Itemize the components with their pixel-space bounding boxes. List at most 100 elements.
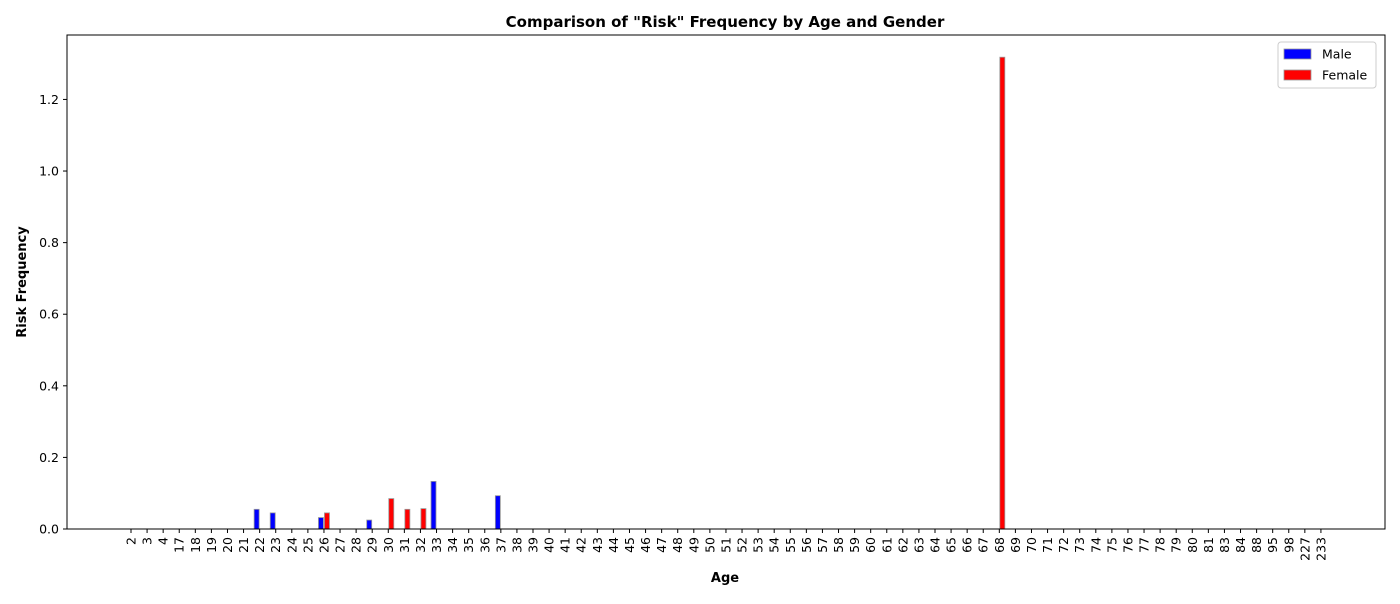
- x-tick-label: 62: [895, 537, 910, 553]
- x-tick-label: 27: [333, 537, 348, 553]
- x-tick-label: 37: [493, 537, 508, 553]
- x-tick-label: 36: [477, 537, 492, 553]
- x-tick-label: 22: [252, 537, 267, 553]
- x-tick-label: 53: [751, 537, 766, 553]
- x-tick-label: 233: [1313, 537, 1328, 561]
- legend-label-male: Male: [1322, 47, 1352, 62]
- x-tick-label: 18: [188, 537, 203, 553]
- x-tick-label: 23: [268, 537, 283, 553]
- x-tick-label: 73: [1072, 537, 1087, 553]
- x-tick-label: 84: [1233, 537, 1248, 553]
- x-tick-label: 65: [944, 537, 959, 553]
- x-tick-label: 19: [204, 537, 219, 553]
- x-tick-label: 76: [1120, 537, 1135, 553]
- bar-female-32: [420, 508, 427, 530]
- y-tick-label: 1.0: [39, 164, 59, 179]
- x-tick-label: 58: [831, 537, 846, 553]
- x-tick-label: 80: [1185, 537, 1200, 553]
- x-tick-label: 68: [992, 537, 1007, 553]
- legend-label-female: Female: [1322, 68, 1368, 83]
- x-tick-label: 4: [156, 537, 171, 545]
- x-tick-label: 26: [316, 537, 331, 553]
- x-tick-label: 25: [300, 537, 315, 553]
- bar-male-37: [494, 495, 501, 530]
- x-tick-label: 52: [735, 537, 750, 553]
- y-tick-label: 0.6: [39, 307, 59, 322]
- x-tick-label: 83: [1217, 537, 1232, 553]
- y-axis: 0.0 0.2 0.4 0.6 0.8 1.0 1.2: [39, 92, 67, 537]
- x-tick-label: 32: [413, 537, 428, 553]
- bar-female-26: [324, 512, 330, 530]
- x-tick-label: 38: [509, 537, 524, 553]
- x-tick-label: 75: [1104, 537, 1119, 553]
- x-tick-label: 56: [799, 537, 814, 553]
- x-tick-label: 51: [718, 537, 733, 553]
- x-tick-label: 67: [976, 537, 991, 553]
- bar-male-29: [366, 519, 373, 530]
- y-axis-label: Risk Frequency: [15, 226, 30, 338]
- x-tick-label: 17: [172, 537, 187, 553]
- bar-male-22: [253, 508, 260, 530]
- legend-swatch-male: [1283, 48, 1312, 60]
- x-tick-label: 98: [1281, 537, 1296, 553]
- y-tick-label: 1.2: [39, 92, 59, 107]
- x-tick-label: 3: [140, 537, 155, 545]
- x-tick-label: 35: [461, 537, 476, 553]
- x-tick-label: 46: [638, 537, 653, 553]
- plot-frame: [66, 34, 1386, 530]
- x-tick-label: 45: [622, 537, 637, 553]
- bars-layer: [253, 56, 1006, 530]
- x-tick-label: 72: [1056, 537, 1071, 553]
- x-tick-label: 69: [1008, 537, 1023, 553]
- x-tick-label: 24: [284, 537, 299, 553]
- y-tick-label: 0.0: [39, 522, 59, 537]
- x-tick-label: 54: [767, 537, 782, 553]
- x-tick-label: 81: [1201, 537, 1216, 553]
- y-tick-label: 0.2: [39, 450, 59, 465]
- x-tick-label: 95: [1265, 537, 1280, 553]
- x-tick-label: 20: [220, 537, 235, 553]
- legend-swatch-female: [1283, 69, 1312, 81]
- y-tick-label: 0.4: [39, 378, 59, 393]
- x-tick-label: 66: [960, 537, 975, 553]
- y-tick-label: 0.8: [39, 235, 59, 250]
- x-tick-label: 2: [124, 537, 139, 545]
- x-tick-label: 42: [574, 537, 589, 553]
- x-tick-label: 40: [542, 537, 557, 553]
- bar-female-68: [999, 56, 1006, 530]
- x-tick-label: 21: [236, 537, 251, 553]
- x-tick-label: 39: [526, 537, 541, 553]
- chart-title: Comparison of "Risk" Frequency by Age an…: [506, 13, 945, 31]
- x-tick-label: 57: [815, 537, 830, 553]
- x-tick-label: 47: [654, 537, 669, 553]
- x-tick-label: 60: [863, 537, 878, 553]
- x-tick-label: 29: [365, 537, 380, 553]
- bar-female-31: [404, 508, 411, 530]
- x-tick-label: 77: [1137, 537, 1152, 553]
- x-tick-label: 49: [686, 537, 701, 553]
- x-tick-label: 70: [1024, 537, 1039, 553]
- bar-male-33: [430, 480, 437, 530]
- x-tick-label: 71: [1040, 537, 1055, 553]
- x-tick-label: 48: [670, 537, 685, 553]
- x-tick-label: 227: [1297, 537, 1312, 561]
- x-axis: 2 3 4 17 18 19 20 21 22 23 24 25 26 27 28 29 30 31 32 33 34 3…: [124, 529, 1328, 561]
- x-tick-label: 50: [702, 537, 717, 553]
- x-tick-label: 28: [349, 537, 364, 553]
- x-tick-label: 30: [381, 537, 396, 553]
- legend: Male Female: [1277, 41, 1377, 89]
- x-tick-label: 79: [1169, 537, 1184, 553]
- x-tick-label: 33: [429, 537, 444, 553]
- bar-male-23: [269, 512, 276, 530]
- bar-female-30: [388, 498, 395, 530]
- x-tick-label: 63: [911, 537, 926, 553]
- x-tick-label: 34: [445, 537, 460, 553]
- bar-male-26: [318, 517, 324, 530]
- x-tick-label: 64: [928, 537, 943, 553]
- x-tick-label: 74: [1088, 537, 1103, 553]
- x-axis-label: Age: [711, 571, 739, 586]
- x-tick-label: 41: [558, 537, 573, 553]
- x-tick-label: 59: [847, 537, 862, 553]
